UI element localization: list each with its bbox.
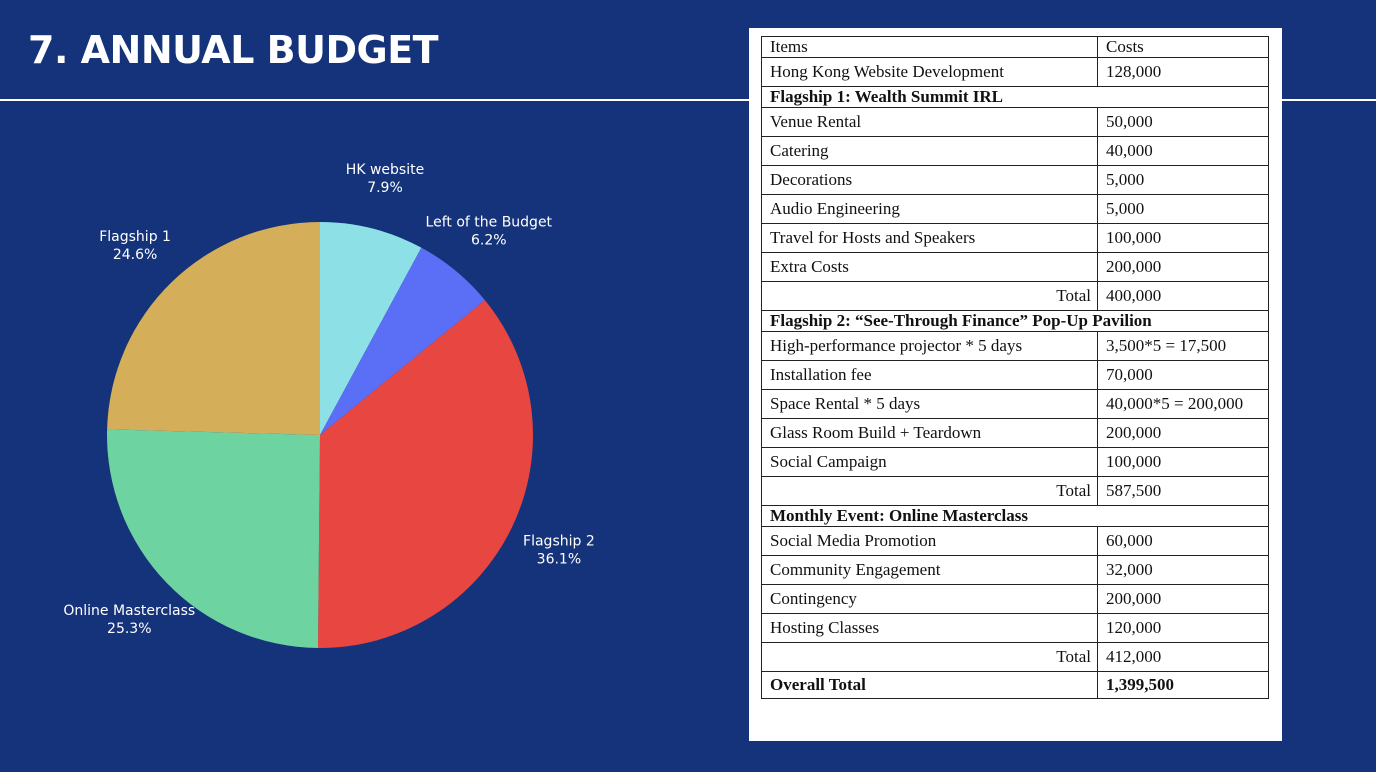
row-cost: 70,000 bbox=[1097, 360, 1269, 390]
row-cost: 40,000*5 = 200,000 bbox=[1097, 389, 1269, 419]
row-cost: 200,000 bbox=[1097, 584, 1269, 614]
table-row: Extra Costs 200,000 bbox=[761, 252, 1269, 282]
row-cost: 200,000 bbox=[1097, 252, 1269, 282]
row-cost: 120,000 bbox=[1097, 613, 1269, 643]
budget-pie-chart: HK website 7.9% Left of the Budget 6.2% Flag… bbox=[63, 162, 595, 648]
pie-slice-flagship-2 bbox=[317, 300, 533, 648]
table-row: Social Media Promotion 60,000 bbox=[761, 526, 1269, 556]
row-item: Venue Rental bbox=[761, 107, 1098, 137]
total-value: 587,500 bbox=[1097, 476, 1269, 506]
pie-label-name: HK website bbox=[346, 162, 424, 178]
table-row: Hong Kong Website Development 128,000 bbox=[761, 57, 1269, 87]
total-value: 400,000 bbox=[1097, 281, 1269, 311]
budget-table-card: Items Costs Hong Kong Website Developmen… bbox=[749, 28, 1282, 741]
total-value: 412,000 bbox=[1097, 642, 1269, 672]
section-heading-flagship1: Flagship 1: Wealth Summit IRL bbox=[761, 86, 1269, 108]
section-heading: Flagship 2: “See-Through Finance” Pop-Up… bbox=[761, 310, 1269, 332]
pie-label-percent: 7.9% bbox=[367, 180, 403, 196]
table-row: Hosting Classes 120,000 bbox=[761, 613, 1269, 643]
pie-label-percent: 25.3% bbox=[107, 621, 151, 637]
items-header: Items bbox=[761, 36, 1098, 58]
pie-slice-left-of-the-budget bbox=[320, 247, 485, 435]
section-heading: Monthly Event: Online Masterclass bbox=[761, 505, 1269, 527]
pie-slice-hk-website bbox=[320, 222, 422, 435]
section-heading: Flagship 1: Wealth Summit IRL bbox=[761, 86, 1269, 108]
total-label: Total bbox=[761, 642, 1098, 672]
row-cost: 5,000 bbox=[1097, 194, 1269, 224]
overall-total-label: Overall Total bbox=[761, 671, 1098, 699]
table-row: Venue Rental 50,000 bbox=[761, 107, 1269, 137]
row-cost: 50,000 bbox=[1097, 107, 1269, 137]
table-row: Decorations 5,000 bbox=[761, 165, 1269, 195]
row-item: Extra Costs bbox=[761, 252, 1098, 282]
page-title: 7. ANNUAL BUDGET bbox=[28, 28, 439, 72]
overall-total-value: 1,399,500 bbox=[1097, 671, 1269, 699]
total-label: Total bbox=[761, 476, 1098, 506]
overall-total-row: Overall Total 1,399,500 bbox=[761, 671, 1269, 699]
row-item: Catering bbox=[761, 136, 1098, 166]
row-item: Social Media Promotion bbox=[761, 526, 1098, 556]
table-row: Glass Room Build + Teardown 200,000 bbox=[761, 418, 1269, 448]
row-cost: 60,000 bbox=[1097, 526, 1269, 556]
pie-slice-flagship-1 bbox=[107, 222, 320, 435]
row-item: Decorations bbox=[761, 165, 1098, 195]
row-cost: 128,000 bbox=[1097, 57, 1269, 87]
pie-label-name: Online Masterclass bbox=[63, 603, 195, 619]
section-heading-monthly: Monthly Event: Online Masterclass bbox=[761, 505, 1269, 527]
row-cost: 3,500*5 = 17,500 bbox=[1097, 331, 1269, 361]
row-cost: 100,000 bbox=[1097, 447, 1269, 477]
row-item: Space Rental * 5 days bbox=[761, 389, 1098, 419]
row-item: Contingency bbox=[761, 584, 1098, 614]
pie-label-name: Flagship 1 bbox=[99, 229, 171, 245]
table-row: Community Engagement 32,000 bbox=[761, 555, 1269, 585]
pie-label-percent: 24.6% bbox=[113, 247, 157, 263]
row-item: Glass Room Build + Teardown bbox=[761, 418, 1098, 448]
pie-label-percent: 36.1% bbox=[537, 552, 581, 568]
pie-slice-online-masterclass bbox=[107, 429, 320, 648]
pie-labels: HK website 7.9% Left of the Budget 6.2% Flag… bbox=[63, 162, 594, 637]
table-row: Travel for Hosts and Speakers 100,000 bbox=[761, 223, 1269, 253]
table-row: Contingency 200,000 bbox=[761, 584, 1269, 614]
row-cost: 100,000 bbox=[1097, 223, 1269, 253]
row-item: Hosting Classes bbox=[761, 613, 1098, 643]
row-item: Travel for Hosts and Speakers bbox=[761, 223, 1098, 253]
row-item: Audio Engineering bbox=[761, 194, 1098, 224]
total-row: Total 412,000 bbox=[761, 642, 1269, 672]
table-row: Social Campaign 100,000 bbox=[761, 447, 1269, 477]
total-row: Total 400,000 bbox=[761, 281, 1269, 311]
table-row: Installation fee 70,000 bbox=[761, 360, 1269, 390]
total-label: Total bbox=[761, 281, 1098, 311]
costs-header: Costs bbox=[1097, 36, 1269, 58]
row-cost: 32,000 bbox=[1097, 555, 1269, 585]
row-cost: 5,000 bbox=[1097, 165, 1269, 195]
table-row: High-performance projector * 5 days 3,50… bbox=[761, 331, 1269, 361]
row-item: Hong Kong Website Development bbox=[761, 57, 1098, 87]
row-item: Installation fee bbox=[761, 360, 1098, 390]
table-row: Space Rental * 5 days 40,000*5 = 200,000 bbox=[761, 389, 1269, 419]
row-item: Social Campaign bbox=[761, 447, 1098, 477]
budget-table: Items Costs Hong Kong Website Developmen… bbox=[761, 36, 1269, 699]
table-row: Catering 40,000 bbox=[761, 136, 1269, 166]
pie-slices bbox=[107, 222, 533, 648]
pie-label-percent: 6.2% bbox=[471, 233, 507, 249]
row-item: High-performance projector * 5 days bbox=[761, 331, 1098, 361]
pie-label-name: Left of the Budget bbox=[426, 215, 553, 231]
table-row: Audio Engineering 5,000 bbox=[761, 194, 1269, 224]
row-cost: 200,000 bbox=[1097, 418, 1269, 448]
table-header-row: Items Costs bbox=[761, 36, 1269, 58]
pie-label-name: Flagship 2 bbox=[523, 534, 595, 550]
title-divider bbox=[0, 99, 1376, 101]
row-cost: 40,000 bbox=[1097, 136, 1269, 166]
section-heading-flagship2: Flagship 2: “See-Through Finance” Pop-Up… bbox=[761, 310, 1269, 332]
row-item: Community Engagement bbox=[761, 555, 1098, 585]
total-row: Total 587,500 bbox=[761, 476, 1269, 506]
